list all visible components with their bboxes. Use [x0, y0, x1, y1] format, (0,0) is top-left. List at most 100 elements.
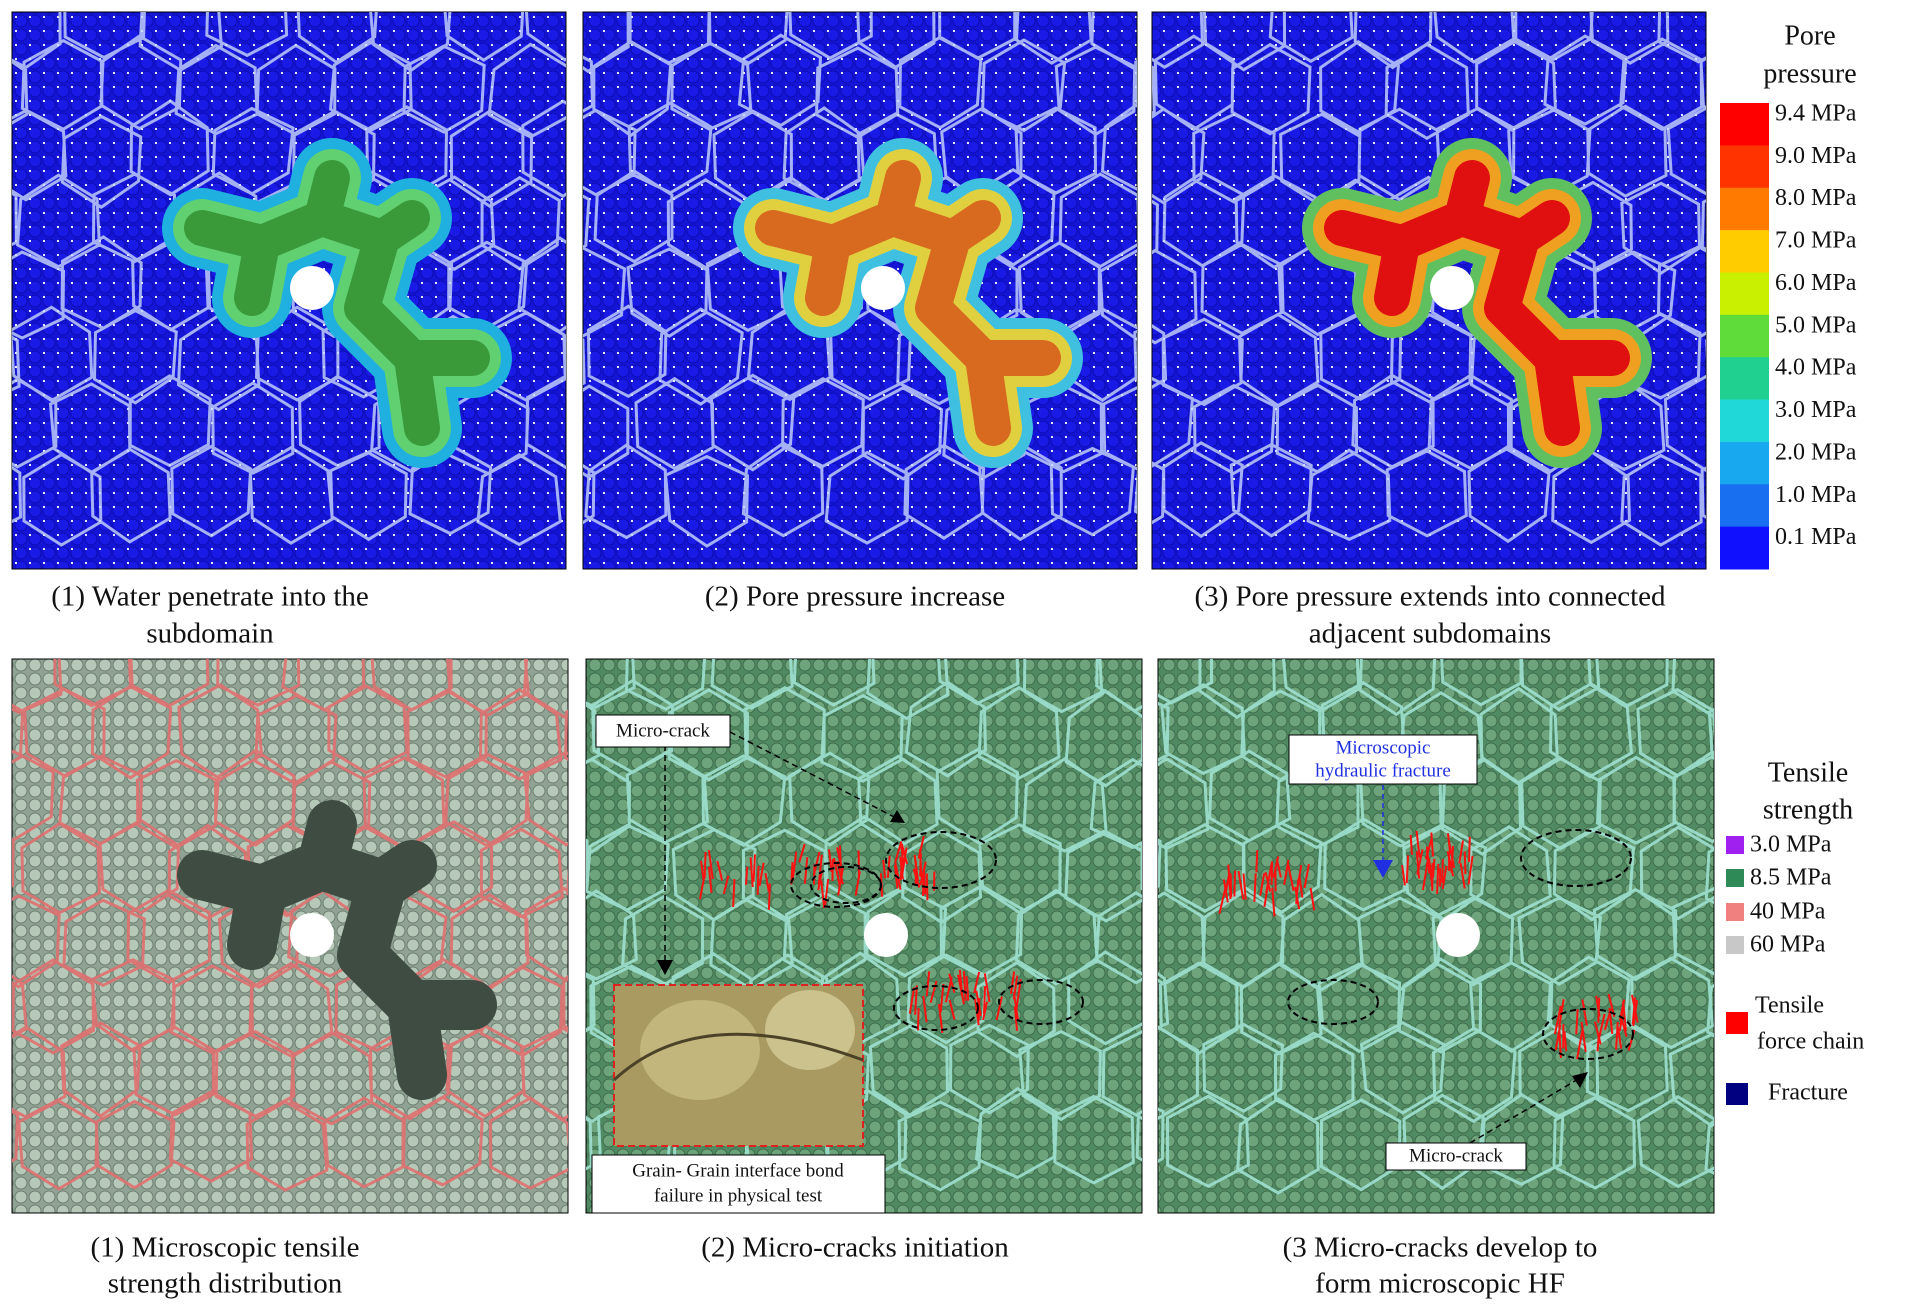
force-chain: [1286, 862, 1295, 892]
force-chain: [820, 880, 826, 909]
force-chain: [916, 1008, 920, 1031]
force-chain: [1218, 888, 1227, 915]
force-chain: [1421, 859, 1429, 891]
force-chain: [812, 864, 816, 885]
force-chain: [939, 983, 945, 1013]
legend-label: 40 MPa: [1750, 899, 1826, 925]
force-chain: [1259, 873, 1266, 896]
force-chain: [962, 970, 967, 1001]
force-chain: [764, 872, 770, 893]
force-chain: [1603, 1008, 1612, 1031]
force-chain: [922, 867, 927, 895]
colorbar-label: 3.0 MPa: [1775, 397, 1857, 423]
force-chain: [1576, 1029, 1584, 1060]
legend-label: 60 MPa: [1750, 932, 1826, 958]
caption: subdomain: [146, 618, 274, 650]
legend-swatch: [1726, 1012, 1748, 1034]
force-chain: [1594, 1021, 1602, 1045]
legend-swatch: [1726, 869, 1744, 887]
force-chain: [813, 851, 821, 875]
legend-title: strength: [1763, 794, 1853, 825]
force-chain: [767, 883, 771, 910]
force-chain: [803, 857, 809, 884]
force-chain: [1233, 870, 1237, 897]
panel: [11, 658, 569, 1214]
force-chain: [791, 851, 798, 882]
caption: (3) Pore pressure extends into connected: [1194, 581, 1666, 613]
caption: form microscopic HF: [1315, 1268, 1565, 1300]
force-chain: [1010, 971, 1016, 994]
colorbar-segment: [1720, 526, 1769, 570]
colorbar-segment: [1720, 399, 1769, 443]
borehole: [864, 913, 908, 957]
crack-marker: [1542, 1008, 1634, 1060]
colorbar-label: 2.0 MPa: [1775, 439, 1857, 465]
force-chain: [900, 843, 909, 865]
colorbar-segment: [1720, 441, 1769, 485]
force-chain: [1415, 830, 1421, 858]
annotation: Microscopic: [1336, 737, 1431, 758]
force-chain: [1622, 1000, 1627, 1032]
annotation: hydraulic fracture: [1315, 760, 1451, 781]
force-chain: [838, 845, 842, 867]
borehole: [290, 266, 334, 310]
force-chain: [1430, 832, 1434, 857]
force-chain: [1415, 851, 1421, 879]
colorbar-label: 1.0 MPa: [1775, 482, 1857, 508]
colorbar-segment: [1720, 230, 1769, 273]
caption: (2) Micro-cracks initiation: [701, 1232, 1009, 1264]
force-chain: [837, 867, 844, 896]
force-chain: [965, 976, 970, 1001]
force-chain: [922, 995, 928, 1023]
force-chain: [1015, 979, 1022, 1010]
annotation: Micro-crack: [616, 720, 710, 741]
force-chain: [1242, 873, 1247, 900]
borehole: [1436, 913, 1480, 957]
pressure-zone: [1324, 160, 1630, 446]
colorbar-segment: [1720, 103, 1769, 146]
force-chain: [1294, 886, 1301, 910]
force-chain: [1441, 865, 1448, 890]
force-chain: [1405, 855, 1410, 884]
force-chain: [948, 999, 956, 1020]
force-chain: [722, 875, 730, 895]
legend-swatch: [1726, 1083, 1748, 1105]
force-chain: [1271, 887, 1276, 917]
legend-title: pressure: [1763, 58, 1856, 89]
force-chain: [1255, 850, 1259, 873]
force-chain: [975, 990, 982, 1017]
legend-label: 3.0 MPa: [1750, 832, 1832, 858]
force-chain: [886, 855, 891, 878]
annotation: failure in physical test: [654, 1185, 823, 1206]
annotation: Micro-crack: [1409, 1145, 1503, 1166]
force-chain: [948, 973, 956, 993]
colorbar-label: 8.0 MPa: [1775, 185, 1857, 211]
force-chain: [1458, 840, 1464, 864]
force-chain: [1303, 863, 1310, 889]
borehole: [861, 266, 905, 310]
force-chain: [929, 980, 938, 1003]
force-chain: [1409, 834, 1413, 855]
legend-swatch: [1726, 936, 1744, 954]
legend-title: Pore: [1784, 20, 1835, 51]
caption: (3 Micro-cracks develop to: [1283, 1232, 1598, 1264]
force-chain: [703, 851, 707, 879]
caption: (1) Water penetrate into the: [51, 581, 369, 613]
force-chain: [756, 865, 760, 895]
force-chain: [983, 973, 991, 1003]
force-chain: [937, 1003, 944, 1033]
force-chain: [817, 854, 823, 885]
legend-label: force chain: [1757, 1029, 1864, 1055]
force-chain: [824, 878, 830, 906]
colorbar-segment: [1720, 484, 1769, 528]
colorbar: 9.4 MPa 9.0 MPa 8.0 MPa 7.0 MPa 6.0 MPa 5.0 M…: [1720, 101, 1857, 570]
force-chain: [1013, 1006, 1019, 1031]
colorbar-label: 5.0 MPa: [1775, 312, 1857, 338]
panel: [582, 11, 1138, 570]
force-chain: [1615, 1021, 1619, 1050]
force-chain: [1598, 1013, 1606, 1039]
pressure-zone: [755, 160, 1061, 446]
annotations: Micro-crack Grain- Grain interface bond …: [591, 714, 905, 1214]
force-chain: [1265, 862, 1273, 894]
